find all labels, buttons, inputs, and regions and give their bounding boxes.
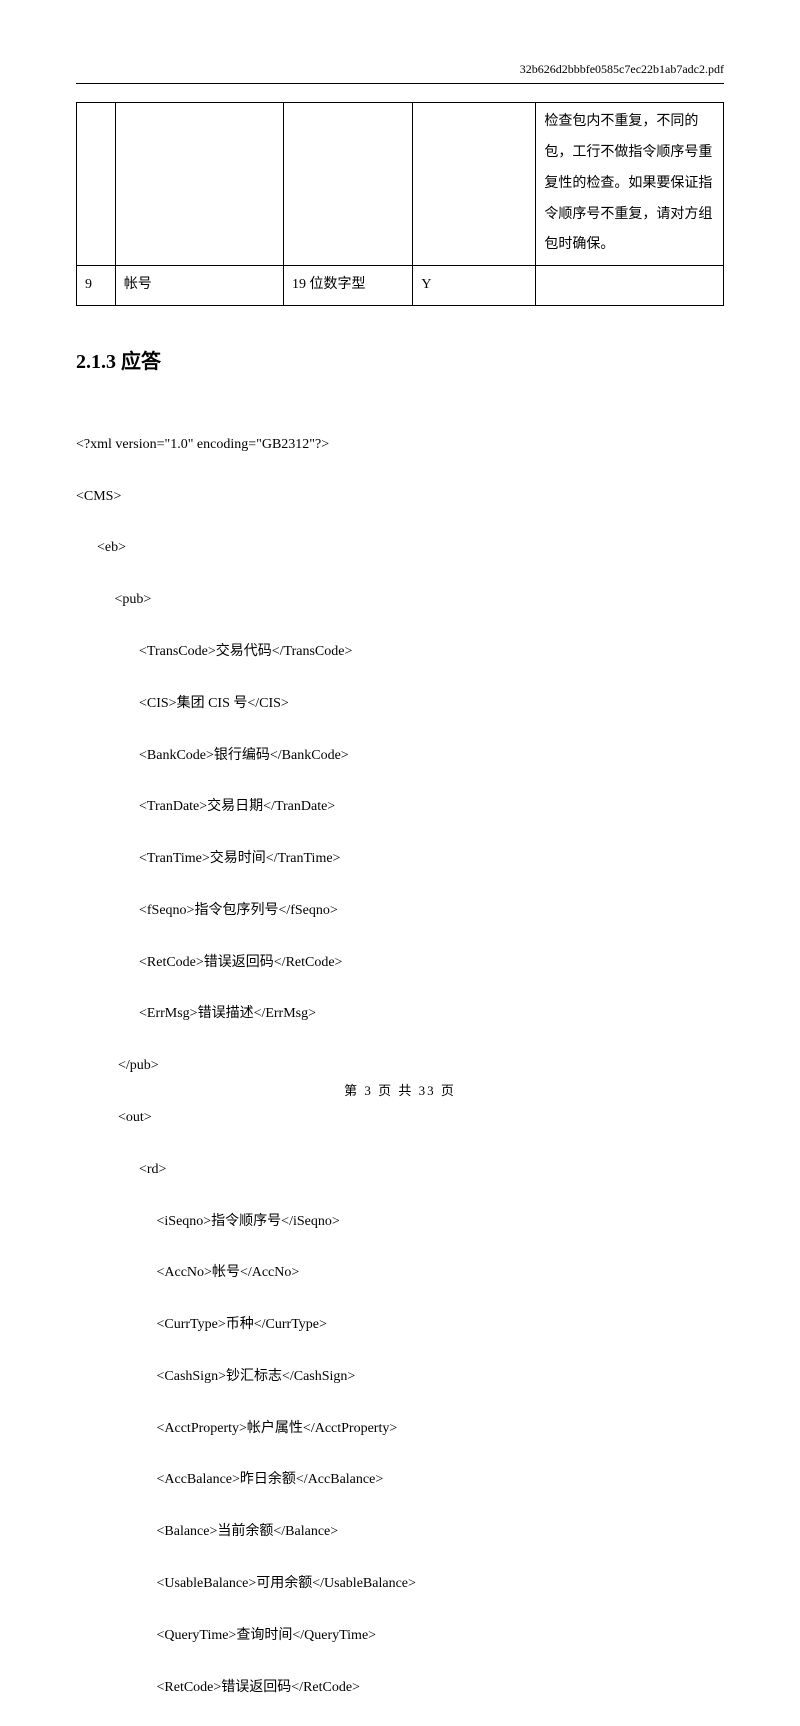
cell-required [413, 103, 536, 266]
code-line: <TranDate>交易日期</TranDate> [76, 794, 724, 820]
code-line: <CIS>集团 CIS 号</CIS> [76, 691, 724, 717]
code-line: <CashSign>钞汇标志</CashSign> [76, 1364, 724, 1390]
code-line: <pub> [76, 587, 724, 613]
code-line: <iSeqno>指令顺序号</iSeqno> [76, 1209, 724, 1235]
code-line: <out> [76, 1105, 724, 1131]
cell-type: 19 位数字型 [284, 266, 413, 306]
cell-required: Y [413, 266, 536, 306]
section-heading: 2.1.3 应答 [76, 346, 724, 378]
cell-index: 9 [77, 266, 116, 306]
code-line: <TranTime>交易时间</TranTime> [76, 846, 724, 872]
cell-index [77, 103, 116, 266]
code-line: <CMS> [76, 484, 724, 510]
code-line: <AccBalance>昨日余额</AccBalance> [76, 1467, 724, 1493]
code-line: <ErrMsg>错误描述</ErrMsg> [76, 1001, 724, 1027]
section-title-text: 应答 [121, 351, 161, 373]
code-line: <?xml version="1.0" encoding="GB2312"?> [76, 432, 724, 458]
cell-remark [536, 266, 724, 306]
code-line: <RetCode>错误返回码</RetCode> [76, 1675, 724, 1701]
code-line: <AccNo>帐号</AccNo> [76, 1260, 724, 1286]
cell-name: 帐号 [115, 266, 283, 306]
code-line: <RetCode>错误返回码</RetCode> [76, 950, 724, 976]
code-line: <CurrType>币种</CurrType> [76, 1312, 724, 1338]
code-line: <Balance>当前余额</Balance> [76, 1519, 724, 1545]
section-number: 2.1.3 [76, 351, 116, 373]
code-line: <fSeqno>指令包序列号</fSeqno> [76, 898, 724, 924]
header-filename: 32b626d2bbbfe0585c7ec22b1ab7adc2.pdf [76, 60, 724, 84]
cell-name [115, 103, 283, 266]
code-line: <rd> [76, 1157, 724, 1183]
table-row: 检查包内不重复，不同的包，工行不做指令顺序号重复性的检查。如果要保证指令顺序号不… [77, 103, 724, 266]
xml-code-block: <?xml version="1.0" encoding="GB2312"?> … [76, 406, 724, 1726]
cell-type [284, 103, 413, 266]
code-line: <QueryTime>查询时间</QueryTime> [76, 1623, 724, 1649]
code-line: <TransCode>交易代码</TransCode> [76, 639, 724, 665]
table-row: 9 帐号 19 位数字型 Y [77, 266, 724, 306]
code-line: <AcctProperty>帐户属性</AcctProperty> [76, 1416, 724, 1442]
spec-table: 检查包内不重复，不同的包，工行不做指令顺序号重复性的检查。如果要保证指令顺序号不… [76, 102, 724, 306]
code-line: <BankCode>银行编码</BankCode> [76, 743, 724, 769]
cell-remark: 检查包内不重复，不同的包，工行不做指令顺序号重复性的检查。如果要保证指令顺序号不… [536, 103, 724, 266]
code-line: <UsableBalance>可用余额</UsableBalance> [76, 1571, 724, 1597]
code-line: </pub> [76, 1053, 724, 1079]
code-line: <eb> [76, 535, 724, 561]
page-footer: 第 3 页 共 33 页 [0, 1081, 800, 1102]
